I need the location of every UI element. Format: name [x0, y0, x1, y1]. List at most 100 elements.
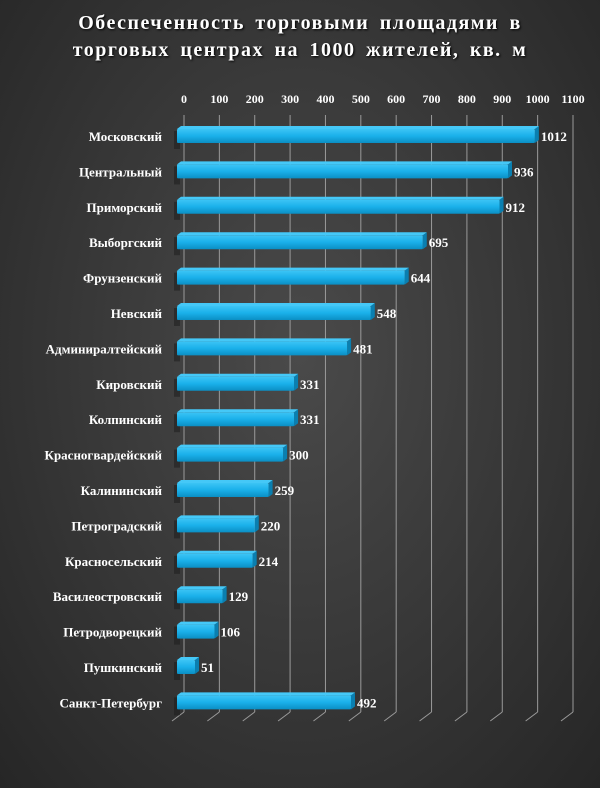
bar-side [347, 338, 352, 356]
bar-top [177, 657, 200, 660]
gridline-floor [207, 711, 220, 722]
bar [177, 376, 295, 391]
bar-top [177, 373, 299, 377]
gridline-floor [419, 711, 432, 722]
bar [177, 412, 295, 427]
bar-side [499, 196, 504, 214]
category-label: Фрунзенский [83, 271, 162, 286]
data-label: 492 [357, 695, 377, 710]
bar [177, 447, 284, 462]
x-tick-label: 200 [246, 92, 264, 106]
bar-side [534, 126, 539, 143]
bar [177, 129, 535, 143]
bar [177, 660, 196, 674]
category-label: Красносельский [65, 554, 163, 569]
bar-top [177, 267, 409, 271]
category-label: Василеостровский [53, 589, 163, 604]
category-label: Петроградский [71, 518, 162, 533]
data-label: 481 [353, 341, 373, 356]
gridline-floor [560, 711, 574, 722]
bar-top [177, 692, 355, 696]
data-label: 51 [201, 660, 214, 675]
category-label: Выборгский [89, 235, 163, 250]
bar-side [508, 161, 513, 179]
bar-top [177, 550, 257, 554]
bar-side [252, 550, 257, 568]
category-label: Колпинский [89, 412, 163, 427]
bar-top [177, 409, 299, 413]
x-tick-label: 0 [181, 92, 187, 106]
data-label: 644 [411, 271, 431, 286]
bar-top [177, 338, 352, 342]
category-label: Невский [111, 306, 163, 321]
x-tick-label: 1100 [561, 92, 584, 106]
bar-side [294, 409, 299, 427]
data-label: 695 [429, 235, 449, 250]
gridline-floor [454, 711, 468, 722]
bar-top [177, 126, 539, 129]
category-label: Калининский [81, 483, 163, 498]
bar-top [177, 161, 513, 165]
bar-side [370, 303, 375, 320]
gridline-floor [489, 711, 503, 722]
category-label: Санкт-Петербург [60, 695, 163, 710]
gridline-floor [348, 711, 362, 722]
bar-side [195, 657, 200, 674]
gridline-floor [525, 711, 538, 722]
data-label: 214 [259, 554, 279, 569]
data-label: 331 [300, 412, 320, 427]
data-label: 220 [261, 518, 281, 533]
bar-side [404, 267, 409, 285]
bar-top [177, 480, 273, 483]
bar-top [177, 303, 375, 306]
data-label: 300 [289, 448, 309, 463]
bar [177, 235, 423, 250]
bar-side [254, 515, 259, 533]
bar-top [177, 515, 259, 519]
bar-top [177, 586, 227, 590]
x-tick-label: 100 [210, 92, 228, 106]
category-label: Московский [89, 129, 163, 144]
gridline-floor [383, 711, 397, 722]
bar [177, 270, 405, 285]
data-label: 259 [275, 483, 295, 498]
category-label: Красногвардейский [45, 448, 163, 463]
category-label: Админиралтейский [46, 341, 163, 356]
data-label: 936 [514, 164, 534, 179]
x-tick-label: 400 [316, 92, 334, 106]
category-label: Петродворецкий [63, 625, 162, 640]
bar [177, 483, 269, 497]
bar [177, 199, 500, 214]
data-label: 548 [377, 306, 397, 321]
chart-title: Обеспеченность торговыми площадями в торг… [72, 12, 528, 61]
category-label: Приморский [87, 200, 163, 215]
x-tick-label: 1000 [526, 92, 550, 106]
category-label: Центральный [79, 164, 163, 179]
bar [177, 589, 223, 604]
category-label: Кировский [96, 377, 162, 392]
category-label: Пушкинский [84, 660, 163, 675]
bar-top [177, 232, 427, 236]
data-label: 1012 [541, 129, 567, 144]
bar [177, 518, 255, 533]
bar [177, 695, 351, 710]
bar [177, 624, 215, 639]
bar-side [214, 621, 219, 639]
gridline-floor [313, 711, 326, 722]
bar-side [294, 373, 299, 391]
bar-side [268, 480, 273, 497]
data-label: 912 [506, 200, 526, 215]
bar-side [283, 444, 288, 462]
x-tick-label: 900 [493, 92, 511, 106]
bar-top [177, 196, 504, 200]
bar-top [177, 444, 288, 448]
data-label: 106 [220, 625, 240, 640]
data-label: 331 [300, 377, 320, 392]
bar-side [222, 586, 227, 604]
bar [177, 164, 509, 179]
bar-side [350, 692, 355, 710]
bar [177, 341, 348, 356]
gridline-floor [171, 711, 185, 722]
x-tick-label: 500 [352, 92, 370, 106]
